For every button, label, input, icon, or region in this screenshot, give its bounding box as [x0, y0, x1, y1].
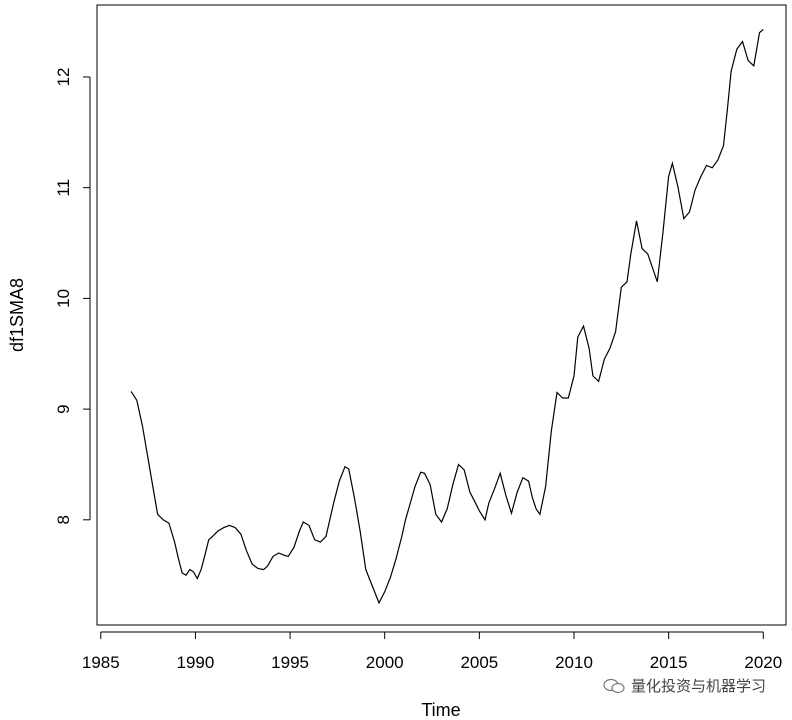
- x-tick-label: 2020: [744, 653, 782, 672]
- x-tick-label: 2000: [366, 653, 404, 672]
- x-tick-label: 2015: [650, 653, 688, 672]
- x-tick-label: 1985: [82, 653, 120, 672]
- y-tick-label: 12: [54, 68, 73, 87]
- y-axis: 8 9 10 11 12: [54, 68, 91, 525]
- y-tick-label: 9: [54, 404, 73, 413]
- y-tick-label: 8: [54, 515, 73, 524]
- x-axis-title: Time: [421, 700, 460, 720]
- x-tick-label: 1995: [271, 653, 309, 672]
- wechat-icon: [603, 678, 625, 693]
- watermark: 量化投资与机器学习: [603, 675, 766, 696]
- series-line: [130, 28, 764, 605]
- watermark-text: 量化投资与机器学习: [630, 677, 766, 695]
- x-axis: 1985 1990 1995 2000 2005 2010 2015 2020: [82, 631, 782, 672]
- x-tick-label: 2010: [555, 653, 593, 672]
- y-tick-label: 10: [54, 289, 73, 308]
- y-axis-title: df1SMA8: [7, 278, 27, 352]
- plot-frame: [96, 4, 787, 626]
- x-tick-label: 2005: [460, 653, 498, 672]
- y-tick-label: 11: [54, 179, 73, 197]
- x-tick-label: 1990: [177, 653, 215, 672]
